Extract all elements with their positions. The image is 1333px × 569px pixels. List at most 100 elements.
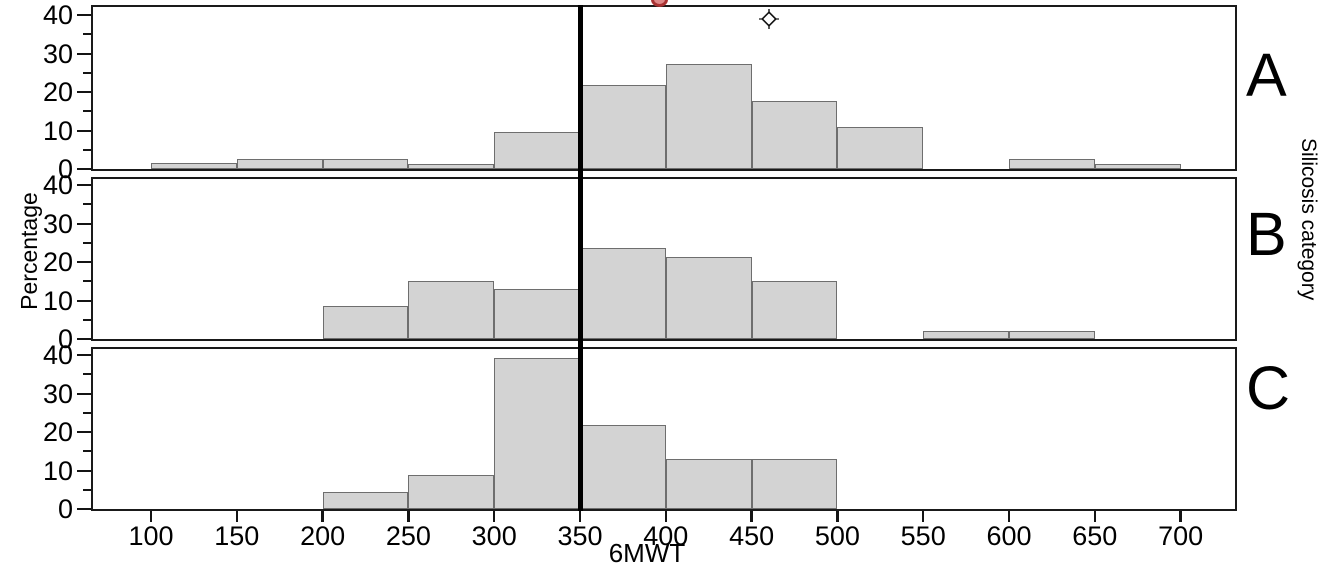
y-tick-label-A-30: 30 [42, 38, 73, 69]
y-tick-label-A-10: 10 [42, 115, 73, 146]
y-tick-label-C-40: 40 [42, 340, 73, 370]
histogram-bar-A-600 [1009, 158, 1095, 169]
x-tick-300 [492, 511, 496, 522]
y-minor-tick-A-5 [83, 148, 91, 151]
y-tick-C-0 [77, 508, 91, 511]
histogram-bar-A-650 [1094, 163, 1181, 169]
y-tick-A-30 [77, 52, 91, 55]
histogram-bar-B-350 [580, 247, 666, 339]
x-tick-label-300: 300 [471, 521, 517, 551]
y-minor-tick-A-15 [83, 110, 91, 113]
panel-frame-A [91, 5, 1237, 171]
y-tick-label-B-20: 20 [42, 247, 73, 277]
histogram-bar-B-250 [408, 281, 495, 339]
x-tick-450 [750, 511, 753, 522]
histogram-bar-B-600 [1009, 330, 1095, 339]
y-tick-A-0 [77, 168, 91, 171]
y-tick-label-A-0: 0 [57, 154, 73, 184]
x-tick-label-350: 350 [557, 521, 603, 551]
x-tick-label-700: 700 [1158, 521, 1204, 551]
x-tick-550 [921, 511, 925, 522]
histogram-bar-C-400 [665, 458, 752, 509]
histogram-bar-A-250 [408, 163, 495, 169]
panel-label-C: C [1246, 354, 1291, 422]
y-minor-tick-A-35 [83, 33, 91, 36]
y-minor-tick-C-15 [83, 450, 91, 453]
panel-label-A: A [1246, 41, 1287, 109]
x-tick-label-100: 100 [128, 521, 174, 551]
cropped-red-glyph [651, 0, 668, 7]
x-tick-label-500: 500 [814, 521, 860, 551]
histogram-bar-A-350 [580, 85, 666, 169]
x-tick-650 [1093, 511, 1097, 522]
histogram-bar-A-450 [751, 101, 838, 169]
x-tick-350 [578, 511, 582, 522]
y-minor-tick-A-25 [83, 71, 91, 74]
histogram-bar-A-200 [322, 158, 409, 169]
x-tick-label-150: 150 [214, 521, 260, 551]
x-tick-label-450: 450 [729, 521, 775, 551]
y-tick-B-40 [77, 184, 91, 187]
panel-label-B: B [1246, 200, 1287, 268]
y-minor-tick-C-25 [83, 411, 91, 414]
x-tick-label-250: 250 [385, 521, 431, 551]
y-tick-label-B-30: 30 [42, 208, 73, 239]
y-tick-label-B-0: 0 [57, 324, 73, 354]
x-tick-250 [407, 511, 410, 522]
y-tick-C-40 [77, 354, 91, 357]
y-minor-tick-B-5 [83, 318, 91, 321]
y-tick-B-10 [77, 299, 91, 302]
histogram-bar-B-450 [751, 281, 838, 339]
histogram-bar-B-300 [494, 289, 580, 339]
histogram-bar-A-100 [151, 163, 237, 169]
y-tick-A-40 [77, 14, 91, 17]
y-tick-A-10 [77, 129, 91, 132]
y-tick-label-A-20: 20 [42, 77, 73, 107]
panel-frame-C [91, 347, 1237, 511]
y-minor-tick-B-15 [83, 280, 91, 283]
outlier-diamond-marker [758, 8, 779, 34]
histogram-bar-C-450 [751, 458, 838, 509]
histogram-bar-A-300 [494, 131, 580, 169]
y-tick-label-C-20: 20 [42, 417, 73, 447]
y-tick-label-B-10: 10 [42, 285, 73, 316]
y-tick-B-30 [77, 222, 91, 225]
x-tick-label-550: 550 [900, 521, 946, 551]
y-tick-A-20 [77, 91, 91, 94]
right-axis-title: Silicosis category [1297, 138, 1320, 301]
y-tick-label-C-10: 10 [42, 455, 73, 486]
panel-frame-B [91, 177, 1237, 341]
x-tick-200 [321, 511, 324, 522]
histogram-bar-C-200 [322, 491, 409, 509]
histogram-bar-B-400 [665, 256, 752, 339]
x-tick-700 [1179, 511, 1182, 522]
y-tick-label-A-40: 40 [42, 0, 73, 30]
y-tick-label-C-0: 0 [57, 494, 73, 524]
histogram-bar-B-550 [923, 330, 1009, 339]
y-tick-B-0 [77, 338, 91, 341]
x-tick-600 [1007, 511, 1011, 522]
x-tick-label-650: 650 [1072, 521, 1118, 551]
y-tick-C-30 [77, 392, 91, 395]
histogram-bar-C-350 [580, 425, 666, 509]
y-tick-C-20 [77, 431, 91, 434]
y-minor-tick-C-35 [83, 373, 91, 376]
x-tick-label-600: 600 [986, 521, 1032, 551]
x-tick-150 [235, 511, 239, 522]
histogram-bar-A-400 [665, 64, 752, 169]
histogram-bar-A-500 [837, 127, 924, 169]
x-tick-500 [836, 511, 839, 522]
histogram-bar-C-250 [408, 475, 495, 509]
reference-line-350 [577, 5, 583, 511]
histogram-bar-A-150 [236, 158, 323, 169]
x-tick-400 [664, 511, 668, 522]
histogram-bar-B-200 [322, 305, 409, 339]
y-minor-tick-B-35 [83, 203, 91, 206]
y-tick-label-B-40: 40 [42, 170, 73, 200]
x-tick-100 [149, 511, 153, 522]
y-minor-tick-C-5 [83, 488, 91, 491]
x-tick-label-200: 200 [300, 521, 346, 551]
y-minor-tick-B-25 [83, 241, 91, 244]
x-tick-label-400: 400 [643, 521, 689, 551]
